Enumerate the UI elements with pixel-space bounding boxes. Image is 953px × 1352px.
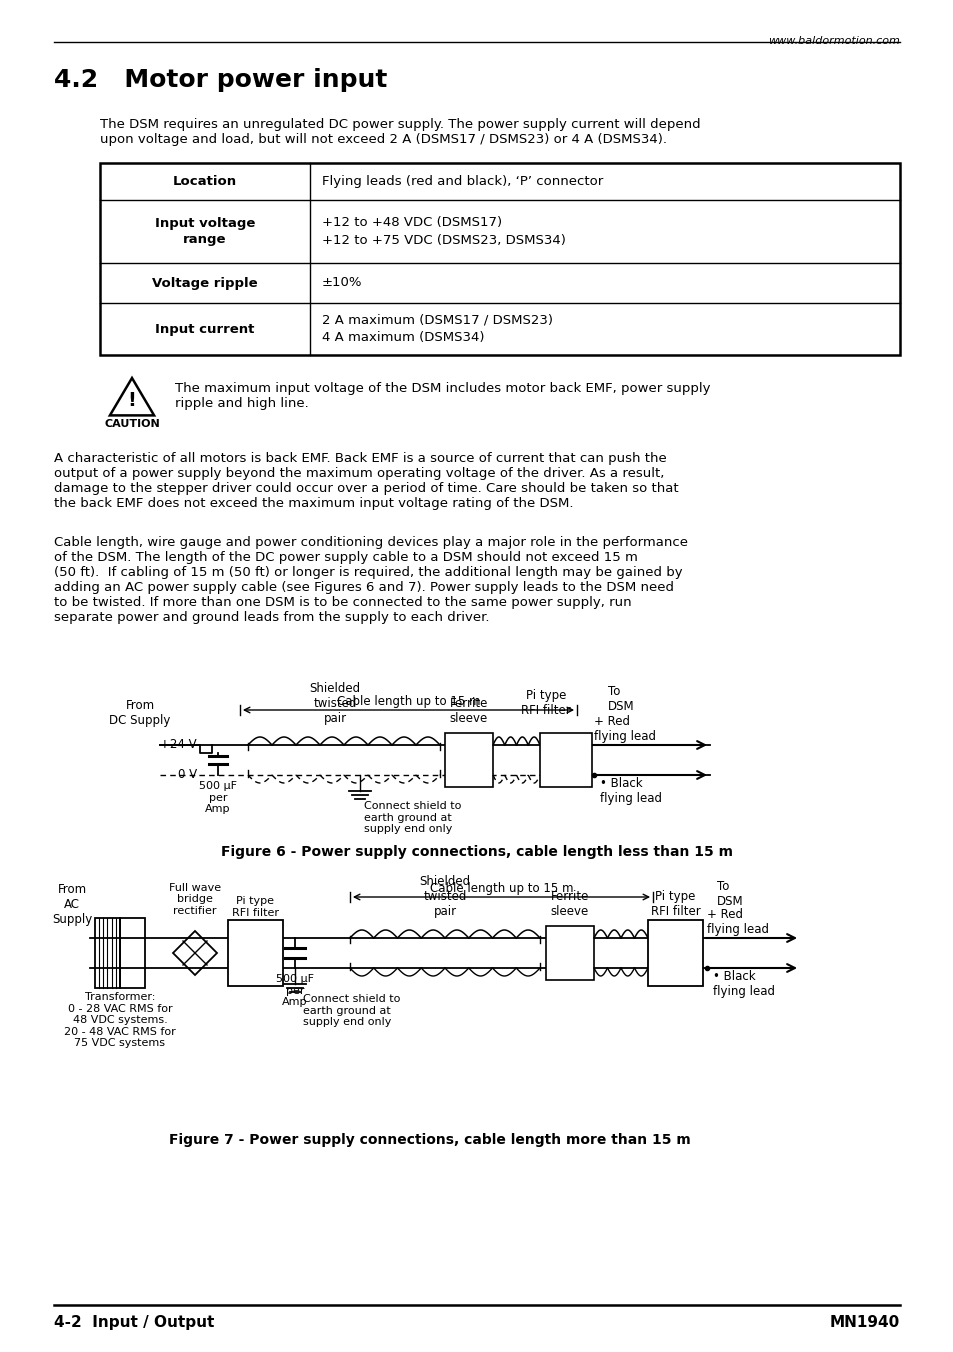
Text: From
DC Supply: From DC Supply: [110, 699, 171, 727]
Text: Cable length up to 15 m: Cable length up to 15 m: [336, 695, 479, 708]
Text: Voltage ripple: Voltage ripple: [152, 277, 257, 289]
Text: 2 A maximum (DSMS17 / DSMS23)
4 A maximum (DSMS34): 2 A maximum (DSMS17 / DSMS23) 4 A maximu…: [322, 314, 553, 345]
Text: 0 V: 0 V: [177, 768, 196, 781]
Text: Shielded
twisted
pair: Shielded twisted pair: [309, 681, 360, 725]
Text: + Red
flying lead: + Red flying lead: [594, 715, 656, 744]
Bar: [120, 918, 145, 988]
Text: 4.2   Motor power input: 4.2 Motor power input: [54, 68, 387, 92]
Text: Flying leads (red and black), ‘P’ connector: Flying leads (red and black), ‘P’ connec…: [322, 174, 602, 188]
Text: Figure 7 - Power supply connections, cable length more than 15 m: Figure 7 - Power supply connections, cab…: [169, 1133, 690, 1146]
Text: Pi type
RFI filter: Pi type RFI filter: [650, 890, 700, 918]
Polygon shape: [110, 379, 154, 415]
Bar: [539, 733, 592, 787]
Bar: [647, 919, 702, 986]
Text: • Black
flying lead: • Black flying lead: [599, 777, 661, 804]
Text: Input current: Input current: [155, 323, 254, 335]
Bar: [100, 164, 899, 356]
Text: Connect shield to
earth ground at
supply end only: Connect shield to earth ground at supply…: [303, 994, 400, 1028]
Text: Cable length, wire gauge and power conditioning devices play a major role in the: Cable length, wire gauge and power condi…: [54, 535, 687, 625]
Polygon shape: [172, 932, 216, 975]
Text: MN1940: MN1940: [829, 1315, 899, 1330]
Text: CAUTION: CAUTION: [104, 419, 160, 430]
Text: Pi type
RFI filter: Pi type RFI filter: [232, 896, 278, 918]
Text: +24 V: +24 V: [160, 738, 196, 752]
Text: +12 to +48 VDC (DSMS17)
+12 to +75 VDC (DSMS23, DSMS34): +12 to +48 VDC (DSMS17) +12 to +75 VDC (…: [322, 216, 565, 247]
Text: Figure 6 - Power supply connections, cable length less than 15 m: Figure 6 - Power supply connections, cab…: [221, 845, 732, 859]
Text: Ferrite
sleeve: Ferrite sleeve: [450, 698, 488, 725]
Bar: [228, 919, 283, 986]
Bar: [95, 918, 120, 988]
Text: Location: Location: [172, 174, 236, 188]
Text: Pi type
RFI filter: Pi type RFI filter: [520, 690, 570, 717]
Text: Input voltage
range: Input voltage range: [154, 218, 254, 246]
Text: Cable length up to 15 m: Cable length up to 15 m: [429, 882, 573, 895]
Text: 500 µF
per
Amp: 500 µF per Amp: [199, 781, 236, 814]
Text: The maximum input voltage of the DSM includes motor back EMF, power supply
rippl: The maximum input voltage of the DSM inc…: [174, 383, 710, 410]
Text: Shielded
twisted
pair: Shielded twisted pair: [419, 875, 470, 918]
Text: 4-2  Input / Output: 4-2 Input / Output: [54, 1315, 214, 1330]
Text: To
DSM: To DSM: [717, 880, 742, 909]
Text: www.baldormotion.com: www.baldormotion.com: [767, 37, 899, 46]
Bar: [444, 733, 493, 787]
Text: The DSM requires an unregulated DC power supply. The power supply current will d: The DSM requires an unregulated DC power…: [100, 118, 700, 146]
Bar: [545, 926, 594, 980]
Text: Transformer:
0 - 28 VAC RMS for
48 VDC systems.
20 - 48 VAC RMS for
75 VDC syste: Transformer: 0 - 28 VAC RMS for 48 VDC s…: [64, 992, 175, 1048]
Text: Full wave
bridge
rectifier: Full wave bridge rectifier: [169, 883, 221, 917]
Text: Connect shield to
earth ground at
supply end only: Connect shield to earth ground at supply…: [364, 800, 461, 834]
Text: A characteristic of all motors is back EMF. Back EMF is a source of current that: A characteristic of all motors is back E…: [54, 452, 678, 510]
Text: + Red
flying lead: + Red flying lead: [706, 909, 768, 936]
Text: ±10%: ±10%: [322, 277, 362, 289]
Text: • Black
flying lead: • Black flying lead: [712, 969, 774, 998]
Text: 500 µF
per
Amp: 500 µF per Amp: [275, 973, 314, 1007]
Text: To
DSM: To DSM: [607, 685, 634, 713]
Text: From
AC
Supply: From AC Supply: [51, 883, 92, 926]
Text: Ferrite
sleeve: Ferrite sleeve: [550, 890, 589, 918]
Text: !: !: [128, 391, 136, 410]
